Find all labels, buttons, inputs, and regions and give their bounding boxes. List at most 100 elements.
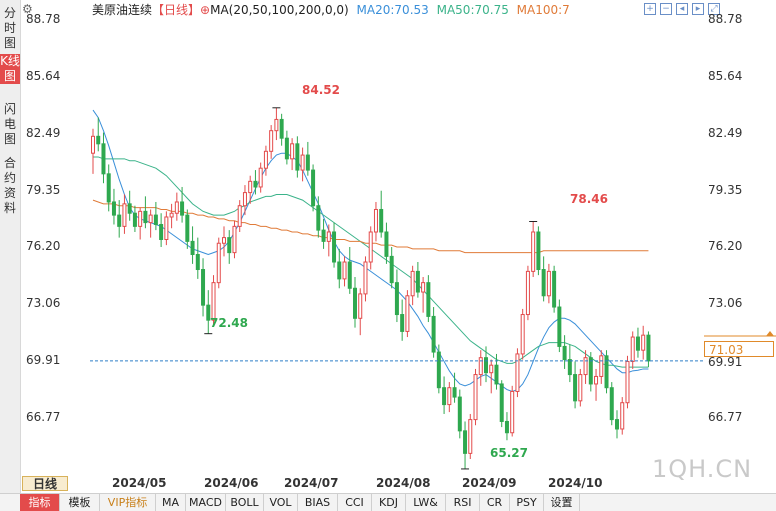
tab-timeshare-chart[interactable]: 分时图	[3, 6, 16, 50]
candle	[468, 413, 473, 459]
candle	[290, 138, 295, 171]
tab-contract-info[interactable]: 合约资料	[3, 156, 16, 215]
tab-cr[interactable]: CR	[480, 494, 510, 511]
candle	[594, 368, 599, 401]
candle-body	[630, 336, 635, 362]
tab-indicators[interactable]: 指标	[20, 494, 60, 511]
zoom-out-icon[interactable]: −	[660, 3, 672, 15]
candle-body	[478, 357, 483, 376]
candle-body	[143, 210, 148, 224]
candle-body	[311, 169, 316, 207]
fullscreen-icon[interactable]: ⤢	[708, 3, 720, 15]
candle	[274, 107, 279, 141]
candle-body	[295, 143, 300, 171]
candle	[263, 145, 268, 176]
candle	[122, 194, 127, 234]
candle-body	[436, 351, 441, 389]
move-left-icon[interactable]: ◂	[676, 3, 688, 15]
candle	[326, 224, 331, 257]
x-tick-2024-07: 2024/07	[284, 476, 339, 490]
candle-body	[373, 208, 378, 233]
tab-macd[interactable]: MACD	[186, 494, 226, 511]
candle	[195, 237, 200, 279]
period-selector[interactable]: 日线	[22, 476, 68, 491]
candle-body	[106, 173, 111, 203]
high-annotation-1: 84.52	[302, 83, 340, 97]
candle-body	[174, 201, 179, 214]
candle	[510, 385, 515, 437]
tab-rsi[interactable]: RSI	[446, 494, 480, 511]
candle	[531, 221, 536, 278]
candle	[368, 226, 373, 270]
candle-body	[284, 137, 289, 160]
tab-vol[interactable]: VOL	[264, 494, 298, 511]
tab-psy[interactable]: PSY	[510, 494, 544, 511]
candle-body	[394, 282, 399, 316]
tab-kline-chart[interactable]: K线图	[0, 54, 20, 84]
candle-body	[452, 387, 457, 398]
candle	[138, 207, 143, 240]
zoom-in-icon[interactable]: +	[644, 3, 656, 15]
watermark-logo: 1QH.CN	[652, 455, 753, 483]
candle	[583, 350, 588, 384]
settings-gear-icon[interactable]: ⚙	[22, 2, 33, 16]
candle	[201, 258, 206, 317]
candle	[279, 113, 284, 146]
tab-lwr[interactable]: LW&	[406, 494, 446, 511]
candle-body	[457, 396, 462, 432]
candle-body	[164, 216, 169, 240]
candle-body	[201, 269, 206, 306]
candle	[284, 130, 289, 165]
candle	[227, 230, 232, 264]
candle-body	[573, 374, 578, 402]
move-right-icon[interactable]: ▸	[692, 3, 704, 15]
tab-cci[interactable]: CCI	[338, 494, 372, 511]
candle-body	[562, 345, 567, 361]
tab-settings[interactable]: 设置	[544, 494, 580, 511]
candle	[552, 265, 557, 313]
candle	[190, 226, 195, 264]
candle-body	[594, 375, 599, 385]
tab-kdj[interactable]: KDJ	[372, 494, 406, 511]
candle-body	[504, 420, 509, 434]
candle-body	[473, 374, 478, 421]
candle-body	[494, 364, 499, 385]
tab-boll[interactable]: BOLL	[226, 494, 264, 511]
candle-body	[583, 357, 588, 376]
tab-templates[interactable]: 模板	[60, 494, 100, 511]
candle-body	[222, 237, 226, 244]
candle-body	[117, 214, 122, 227]
candle-body	[599, 355, 604, 377]
candle	[400, 299, 405, 341]
x-tick-2024-10: 2024/10	[548, 476, 603, 490]
candle-body	[242, 192, 247, 207]
candle	[342, 256, 347, 287]
candle	[415, 262, 420, 298]
candle-body	[206, 304, 211, 321]
last-price-arrow-icon	[766, 331, 774, 336]
candle-body	[463, 430, 468, 454]
candle	[567, 344, 572, 383]
tab-bias[interactable]: BIAS	[298, 494, 338, 511]
tab-ma[interactable]: MA	[156, 494, 186, 511]
candle	[269, 125, 274, 159]
candlestick-chart[interactable]	[0, 0, 776, 474]
candle	[232, 220, 237, 259]
candle	[520, 308, 525, 360]
candle	[494, 353, 499, 390]
candle	[96, 117, 101, 152]
last-price-tag: 71.03	[704, 341, 774, 357]
tab-flash-chart[interactable]: 闪电图	[3, 102, 16, 146]
y-tick-left-76: 76.20	[26, 239, 61, 253]
tab-vip-indicators[interactable]: VIP指标	[100, 494, 156, 511]
candle-body	[248, 180, 253, 194]
candle	[91, 128, 95, 174]
add-indicator-icon[interactable]: ⊕	[200, 3, 211, 17]
candle-body	[148, 214, 153, 224]
candle	[389, 247, 394, 289]
candle	[578, 368, 583, 407]
candle	[384, 222, 389, 264]
candle	[222, 226, 226, 257]
candle	[609, 382, 614, 426]
candle-body	[609, 387, 614, 421]
